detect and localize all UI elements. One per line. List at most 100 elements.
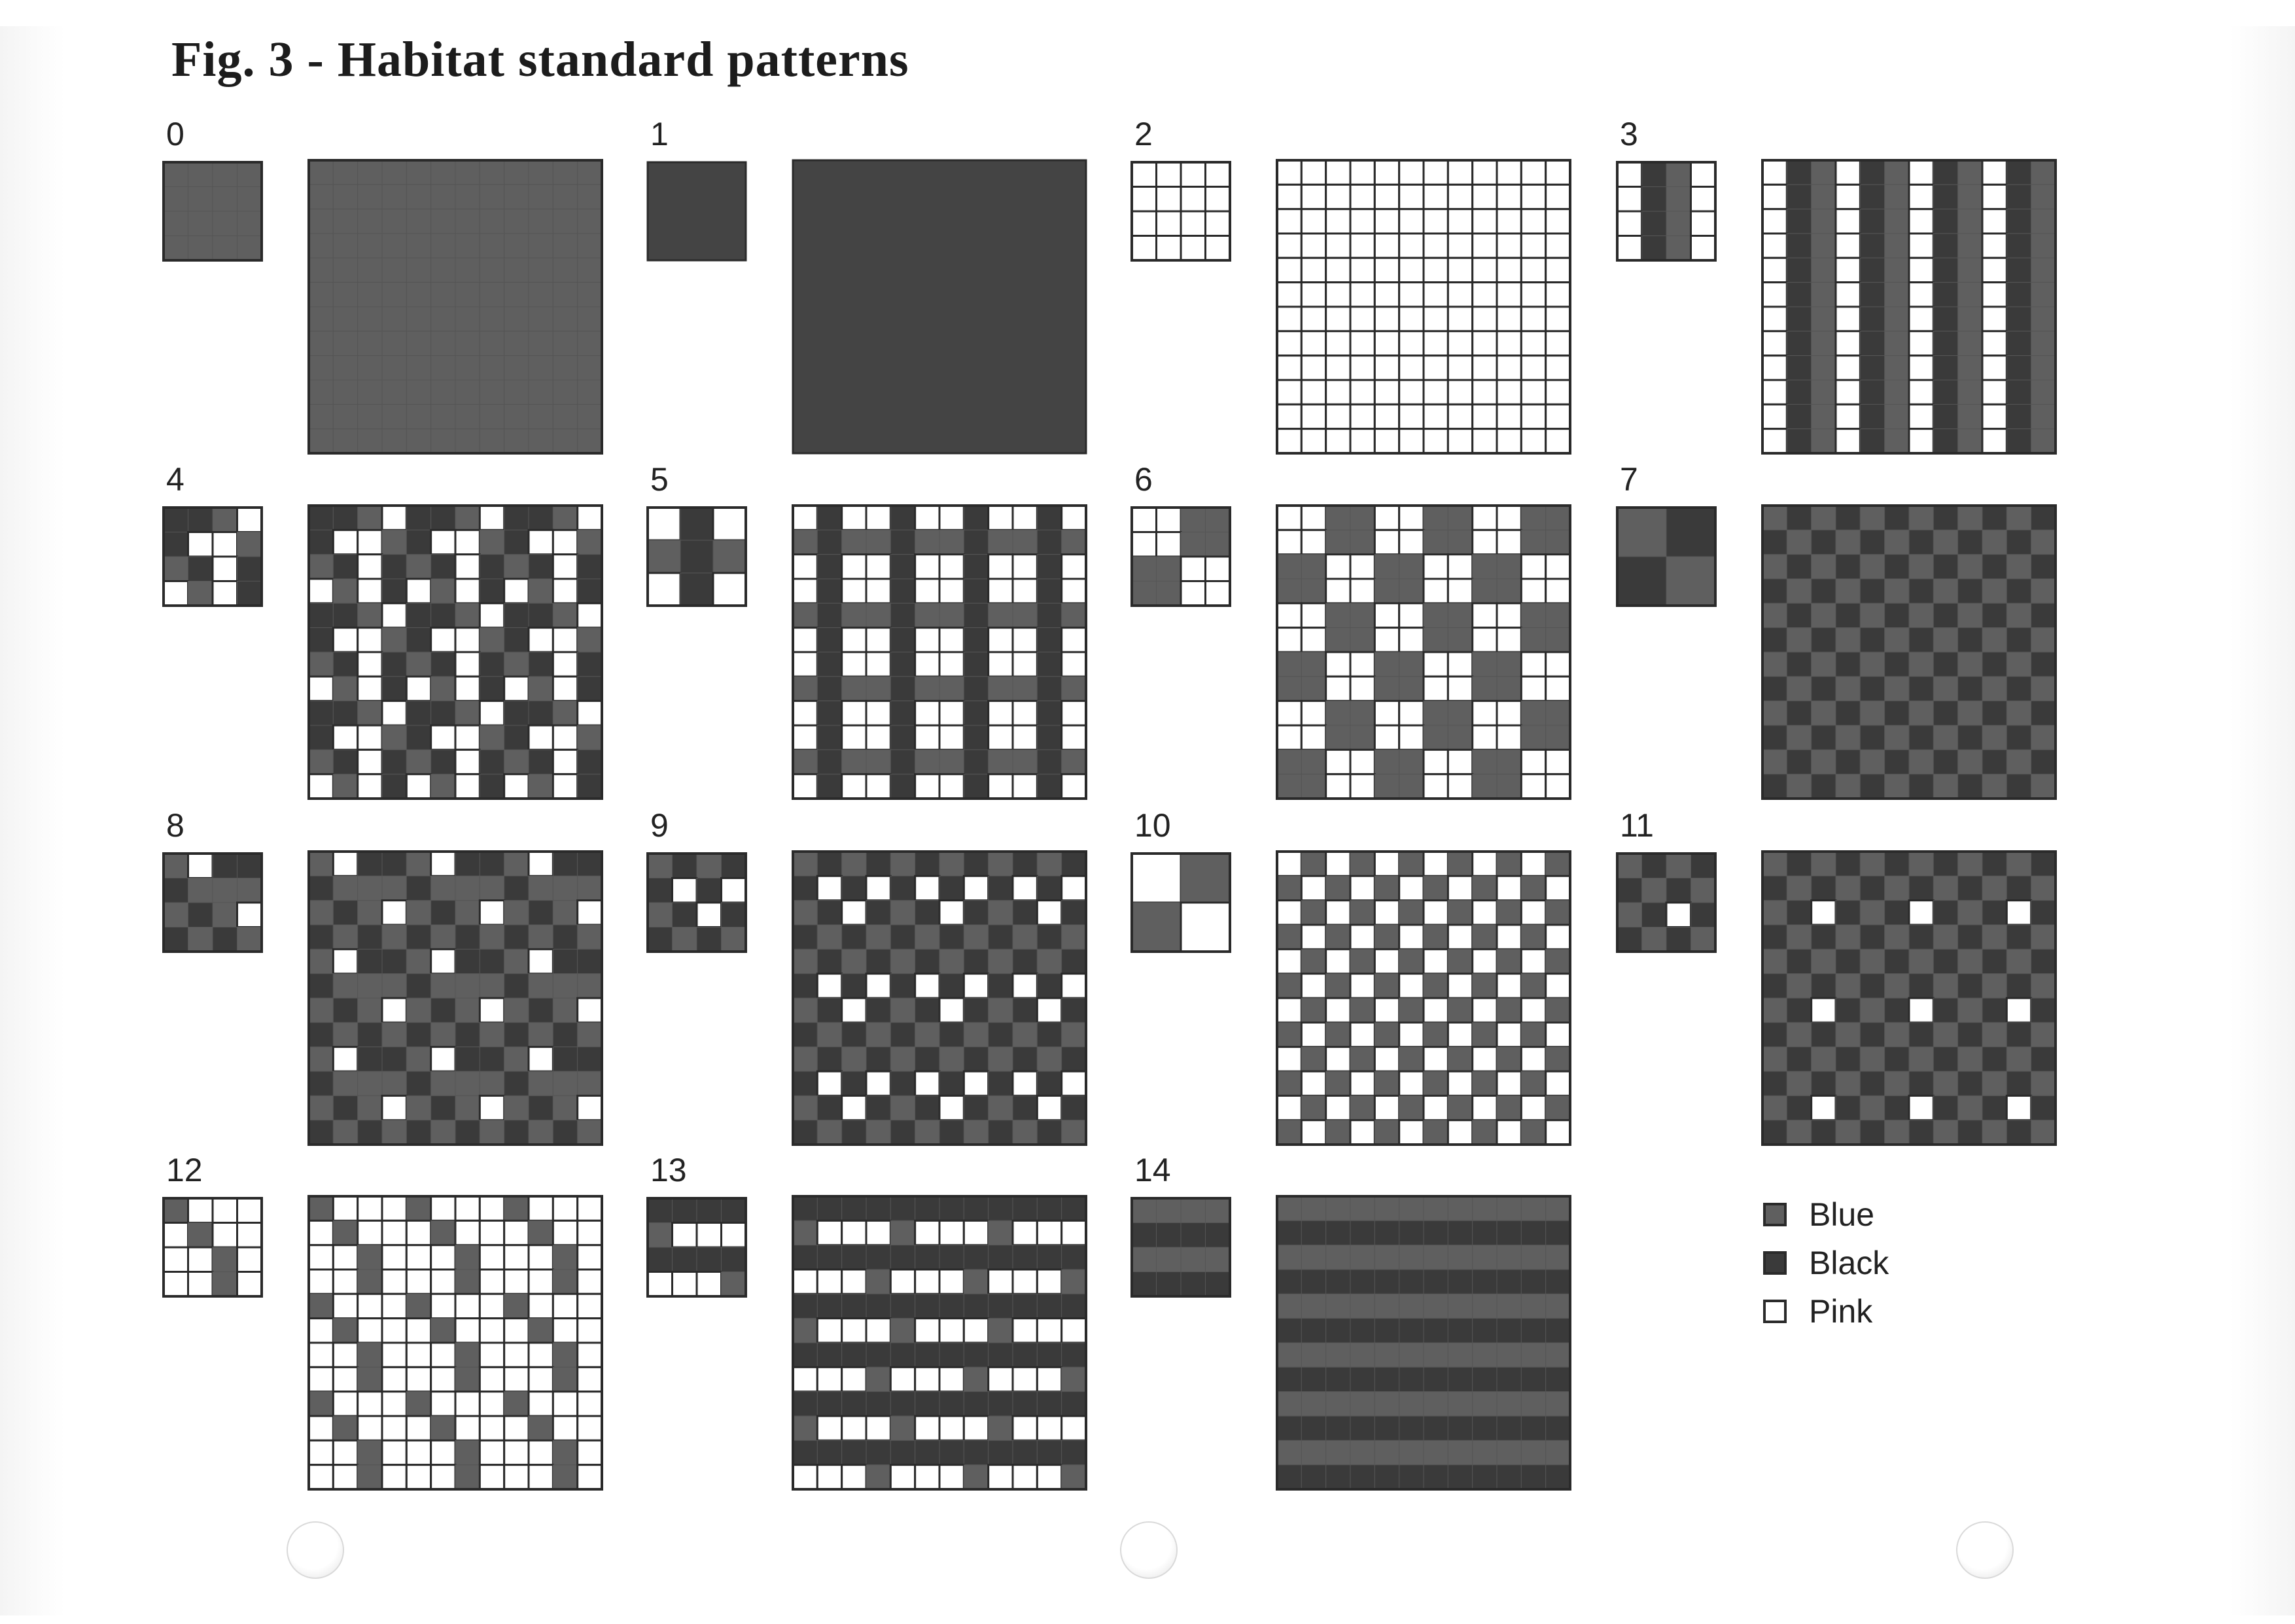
blue-cell (1545, 1391, 1571, 1417)
pink-cell (357, 651, 383, 678)
blue-cell (552, 209, 578, 234)
black-cell (2031, 505, 2056, 530)
blue-cell (1447, 900, 1473, 925)
black-cell (1786, 997, 1812, 1023)
grid-border (792, 850, 1087, 1146)
black-cell (1301, 1220, 1327, 1246)
pattern-2-label: 2 (1134, 116, 1153, 152)
pink-cell (357, 773, 383, 800)
black-cell (308, 602, 334, 629)
blue-cell (1061, 602, 1087, 629)
blue-cell (1982, 973, 2007, 999)
pattern-11-small-grid (1616, 852, 1717, 953)
blue-cell (915, 676, 940, 702)
pink-cell (1908, 428, 1935, 455)
pink-cell (211, 580, 238, 607)
black-cell (1786, 900, 1812, 925)
blue-cell (2031, 209, 2056, 234)
pink-cell (1130, 235, 1157, 262)
pink-cell (1690, 161, 1717, 188)
blue-cell (1982, 1120, 2007, 1145)
black-cell (479, 578, 505, 604)
black-cell (455, 948, 480, 975)
black-cell (1399, 1415, 1424, 1441)
blue-cell (1786, 578, 1812, 604)
blue-cell (1374, 1245, 1400, 1270)
pattern-13-small-grid (646, 1197, 747, 1298)
black-cell (2031, 1095, 2056, 1121)
pattern-5-small-grid (646, 506, 747, 607)
pink-cell (211, 531, 238, 558)
blue-cell (357, 973, 383, 999)
blue-cell (455, 1464, 480, 1490)
pink-cell (1446, 428, 1474, 455)
black-cell (963, 1095, 989, 1121)
pink-cell (1471, 208, 1498, 235)
black-cell (915, 1095, 940, 1121)
black-cell (381, 948, 407, 975)
black-cell (915, 948, 940, 975)
blue-cell (1691, 878, 1716, 903)
black-cell (988, 1196, 1013, 1221)
blue-cell (1811, 330, 1836, 356)
blue-cell (1496, 851, 1522, 876)
black-cell (1786, 257, 1812, 283)
pink-cell (454, 528, 481, 556)
black-cell (1933, 1046, 1959, 1072)
blue-cell (1811, 651, 1836, 677)
blue-cell (455, 1245, 480, 1270)
blue-cell (792, 1095, 818, 1121)
black-cell (680, 507, 714, 541)
pink-cell (307, 675, 334, 702)
blue-cell (332, 330, 359, 356)
pink-cell (1834, 183, 1861, 211)
black-cell (915, 1391, 940, 1417)
black-cell (1472, 1318, 1498, 1343)
black-cell (2006, 282, 2032, 307)
blue-cell (577, 379, 603, 405)
blue-cell (1447, 700, 1473, 726)
black-cell (890, 774, 916, 799)
black-cell (2031, 554, 2056, 579)
pink-cell (1276, 899, 1303, 926)
pink-cell (381, 1292, 408, 1320)
black-cell (1884, 554, 1910, 579)
blue-cell (712, 540, 746, 574)
black-cell (1447, 1415, 1473, 1441)
blue-cell (528, 1071, 553, 1096)
blue-cell (1835, 578, 1861, 604)
pink-cell (236, 1271, 263, 1298)
black-cell (890, 1071, 916, 1096)
pink-cell (307, 773, 334, 800)
black-cell (332, 900, 359, 925)
blue-cell (1811, 379, 1836, 405)
blue-cell (1520, 505, 1547, 530)
pink-cell (1761, 159, 1788, 186)
blue-cell (406, 1046, 432, 1072)
pink-cell (1036, 1415, 1063, 1442)
blue-cell (672, 927, 697, 952)
blue-cell (866, 1464, 891, 1490)
blue-cell (357, 233, 383, 258)
black-cell (1423, 1269, 1448, 1294)
blue-cell (841, 1046, 867, 1072)
pink-cell (1011, 578, 1038, 604)
pink-cell (478, 1094, 506, 1122)
blue-cell (430, 1071, 456, 1096)
blue-cell (2031, 627, 2056, 653)
grid-border (307, 850, 603, 1146)
pink-cell (1300, 354, 1327, 381)
black-cell (1036, 1342, 1062, 1368)
blue-cell (2031, 875, 2056, 901)
blue-cell (1859, 900, 1885, 925)
blue-cell (1180, 1198, 1206, 1223)
pink-cell (332, 948, 359, 975)
blue-cell (577, 209, 603, 234)
black-cell (308, 627, 334, 653)
pink-cell (454, 748, 481, 776)
pink-cell (1981, 256, 2008, 284)
black-cell (2006, 1120, 2032, 1145)
pink-cell (1373, 403, 1401, 430)
black-cell (1520, 1269, 1547, 1294)
black-cell (552, 851, 578, 876)
